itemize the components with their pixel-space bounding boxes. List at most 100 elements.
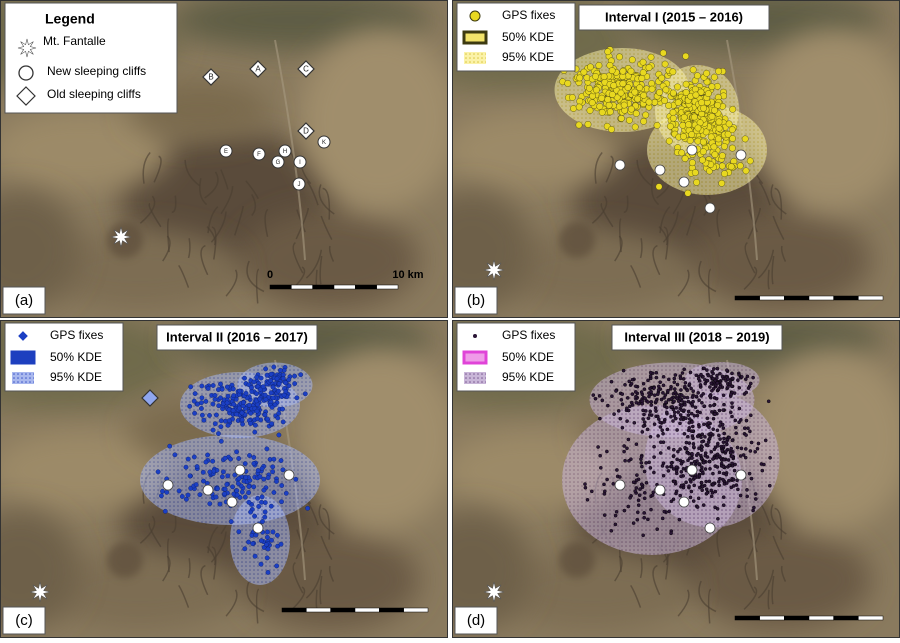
gps-fix — [693, 72, 701, 80]
gps-fix — [258, 538, 264, 544]
gps-fix — [671, 467, 676, 471]
gps-fix — [192, 410, 198, 416]
gps-fix — [735, 445, 740, 450]
gps-fix — [192, 391, 198, 397]
gps-fix — [672, 479, 677, 484]
gps-fix — [226, 407, 232, 413]
gps-fix — [699, 468, 704, 473]
scale-bar-segment — [734, 295, 760, 301]
scale-bar-segment — [354, 607, 380, 613]
gps-fix — [724, 130, 732, 138]
gps-fix — [667, 509, 671, 514]
gps-fix — [642, 469, 647, 474]
gps-fix — [598, 416, 602, 421]
gps-fix — [597, 394, 602, 398]
gps-fix — [712, 447, 717, 452]
gps-fix — [598, 94, 606, 102]
gps-fix — [665, 427, 670, 432]
gps-fix — [627, 458, 631, 463]
gps-fix — [239, 417, 245, 423]
gps-fix — [224, 400, 230, 406]
gps-fix — [683, 381, 688, 385]
gps-fix — [264, 534, 270, 540]
gps-fix — [633, 384, 638, 389]
gps-fix — [703, 435, 707, 439]
gps-fix — [588, 99, 596, 107]
terrain-patch — [300, 30, 448, 210]
ridge — [225, 589, 238, 617]
gps-fix — [720, 422, 725, 427]
ridge — [774, 187, 783, 220]
gps-fix — [687, 441, 692, 445]
legend-kde50 — [462, 350, 488, 365]
gps-fix — [717, 483, 722, 488]
gps-fix — [234, 411, 240, 417]
gps-fix — [746, 426, 750, 430]
gps-fix — [641, 381, 646, 386]
gps-fix — [635, 473, 639, 477]
cliff-label: A — [255, 65, 261, 74]
gps-fix — [715, 135, 722, 143]
gps-fix — [714, 376, 719, 380]
gps-fix — [710, 143, 718, 151]
gps-fix — [263, 397, 269, 402]
sleeping-cliff — [614, 479, 626, 491]
gps-fix — [697, 462, 702, 466]
gps-fix — [679, 469, 684, 474]
cliff-label: C — [303, 65, 309, 74]
crater — [559, 542, 595, 578]
gps-fix — [688, 495, 693, 500]
gps-fix — [207, 413, 212, 418]
gps-fix — [258, 375, 264, 381]
gps-fix — [732, 391, 737, 395]
gps-fix — [676, 449, 680, 454]
legend-item: 50% KDE — [502, 30, 554, 44]
gps-fix — [693, 178, 701, 186]
scale-bar-segment — [833, 295, 859, 301]
gps-fix — [692, 91, 700, 99]
gps-fix — [222, 491, 227, 497]
gps-fix — [589, 489, 594, 494]
gps-fix — [679, 483, 684, 488]
gps-fix — [721, 464, 726, 469]
ridge — [591, 195, 608, 224]
scale-bar-segment — [833, 615, 859, 621]
gps-fix — [756, 441, 761, 446]
gps-fix — [605, 403, 610, 408]
gps-fix — [656, 434, 660, 438]
gps-fix — [702, 366, 706, 371]
gps-fix — [741, 453, 746, 457]
gps-fix — [698, 99, 706, 107]
gps-fix — [726, 385, 730, 389]
gps-fix — [649, 507, 653, 512]
scale-bar-segment — [808, 615, 834, 621]
gps-fix — [235, 481, 241, 486]
gps-fix — [612, 412, 616, 416]
gps-fix — [210, 383, 216, 388]
gps-fix — [691, 169, 699, 177]
ridge — [767, 269, 770, 290]
gps-fix — [731, 477, 736, 482]
gps-fix — [679, 461, 684, 466]
gps-fix — [627, 67, 635, 75]
sleeping-cliff — [735, 149, 747, 161]
gps-fix — [707, 459, 712, 464]
gps-fix — [620, 402, 625, 406]
gps-fix — [654, 375, 659, 380]
gps-fix — [661, 473, 666, 478]
gps-fix — [576, 97, 584, 105]
gps-fix — [669, 109, 677, 116]
ridge — [305, 249, 323, 279]
gps-fix — [711, 482, 715, 487]
gps-fix — [669, 414, 673, 419]
gps-fix — [673, 373, 678, 377]
title-box — [578, 4, 770, 31]
ridge — [211, 226, 217, 260]
legend-diamond — [16, 86, 36, 106]
gps-fix — [680, 371, 685, 375]
gps-fix — [706, 440, 711, 444]
gps-fix — [716, 516, 720, 521]
gps-fix — [622, 444, 626, 448]
gps-fix — [718, 420, 723, 424]
panel-label-box — [454, 286, 498, 315]
